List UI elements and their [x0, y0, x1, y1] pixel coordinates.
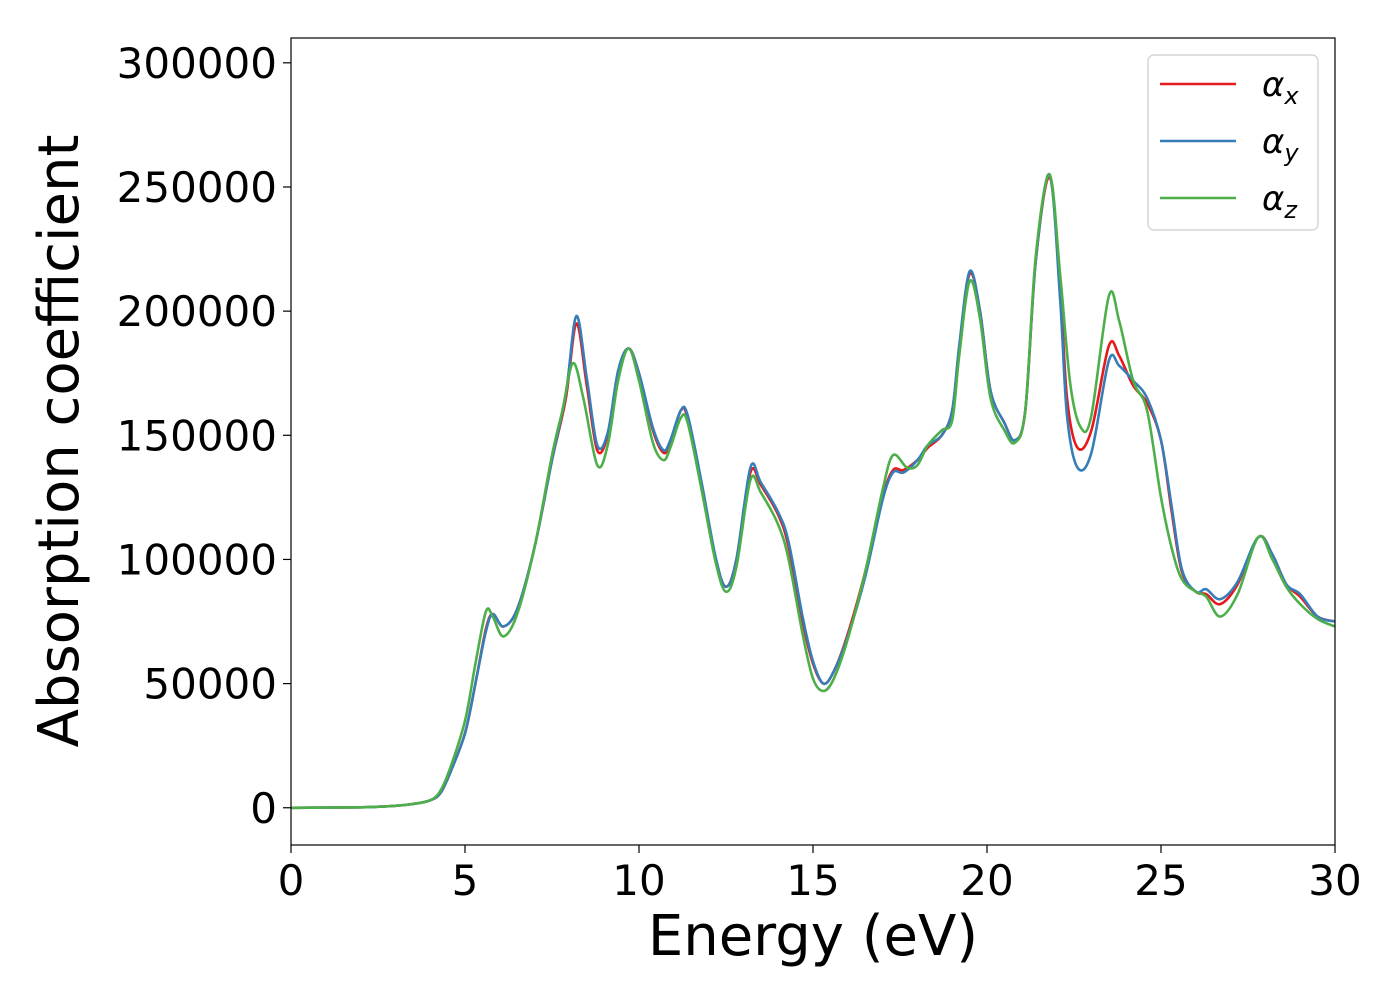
y-tick-label: 100000: [117, 535, 277, 584]
legend-box: [1147, 54, 1319, 231]
x-axis-label: Energy (eV): [648, 904, 978, 969]
x-tick-label: 10: [612, 856, 665, 905]
legend-label-y: αy: [1262, 122, 1299, 167]
y-axis-label: Absorption coefficient: [27, 135, 92, 748]
series-line-z: [290, 173, 1336, 810]
x-tick-label: 20: [960, 856, 1013, 905]
y-tick-label: 0: [250, 784, 277, 833]
legend-label-x: αx: [1262, 65, 1299, 110]
legend-label-z: αz: [1262, 179, 1298, 224]
legend: αx αy αz: [1147, 54, 1319, 231]
series-line-y: [290, 173, 1336, 810]
y-axis: 0 50000 100000 150000 200000 250000 300000: [117, 39, 291, 833]
y-tick-label: 300000: [117, 39, 277, 88]
y-tick-label: 50000: [143, 660, 277, 709]
x-tick-label: 25: [1134, 856, 1187, 905]
series-layer: [290, 173, 1336, 810]
x-axis: 0 5 10 15 20 25 30: [278, 845, 1362, 905]
y-tick-label: 250000: [117, 163, 277, 212]
y-tick-label: 150000: [117, 411, 277, 460]
x-tick-label: 30: [1308, 856, 1361, 905]
y-tick-label: 200000: [117, 287, 277, 336]
x-tick-label: 5: [452, 856, 479, 905]
series-line-x: [290, 175, 1336, 810]
x-tick-label: 0: [278, 856, 305, 905]
x-tick-label: 15: [786, 856, 839, 905]
